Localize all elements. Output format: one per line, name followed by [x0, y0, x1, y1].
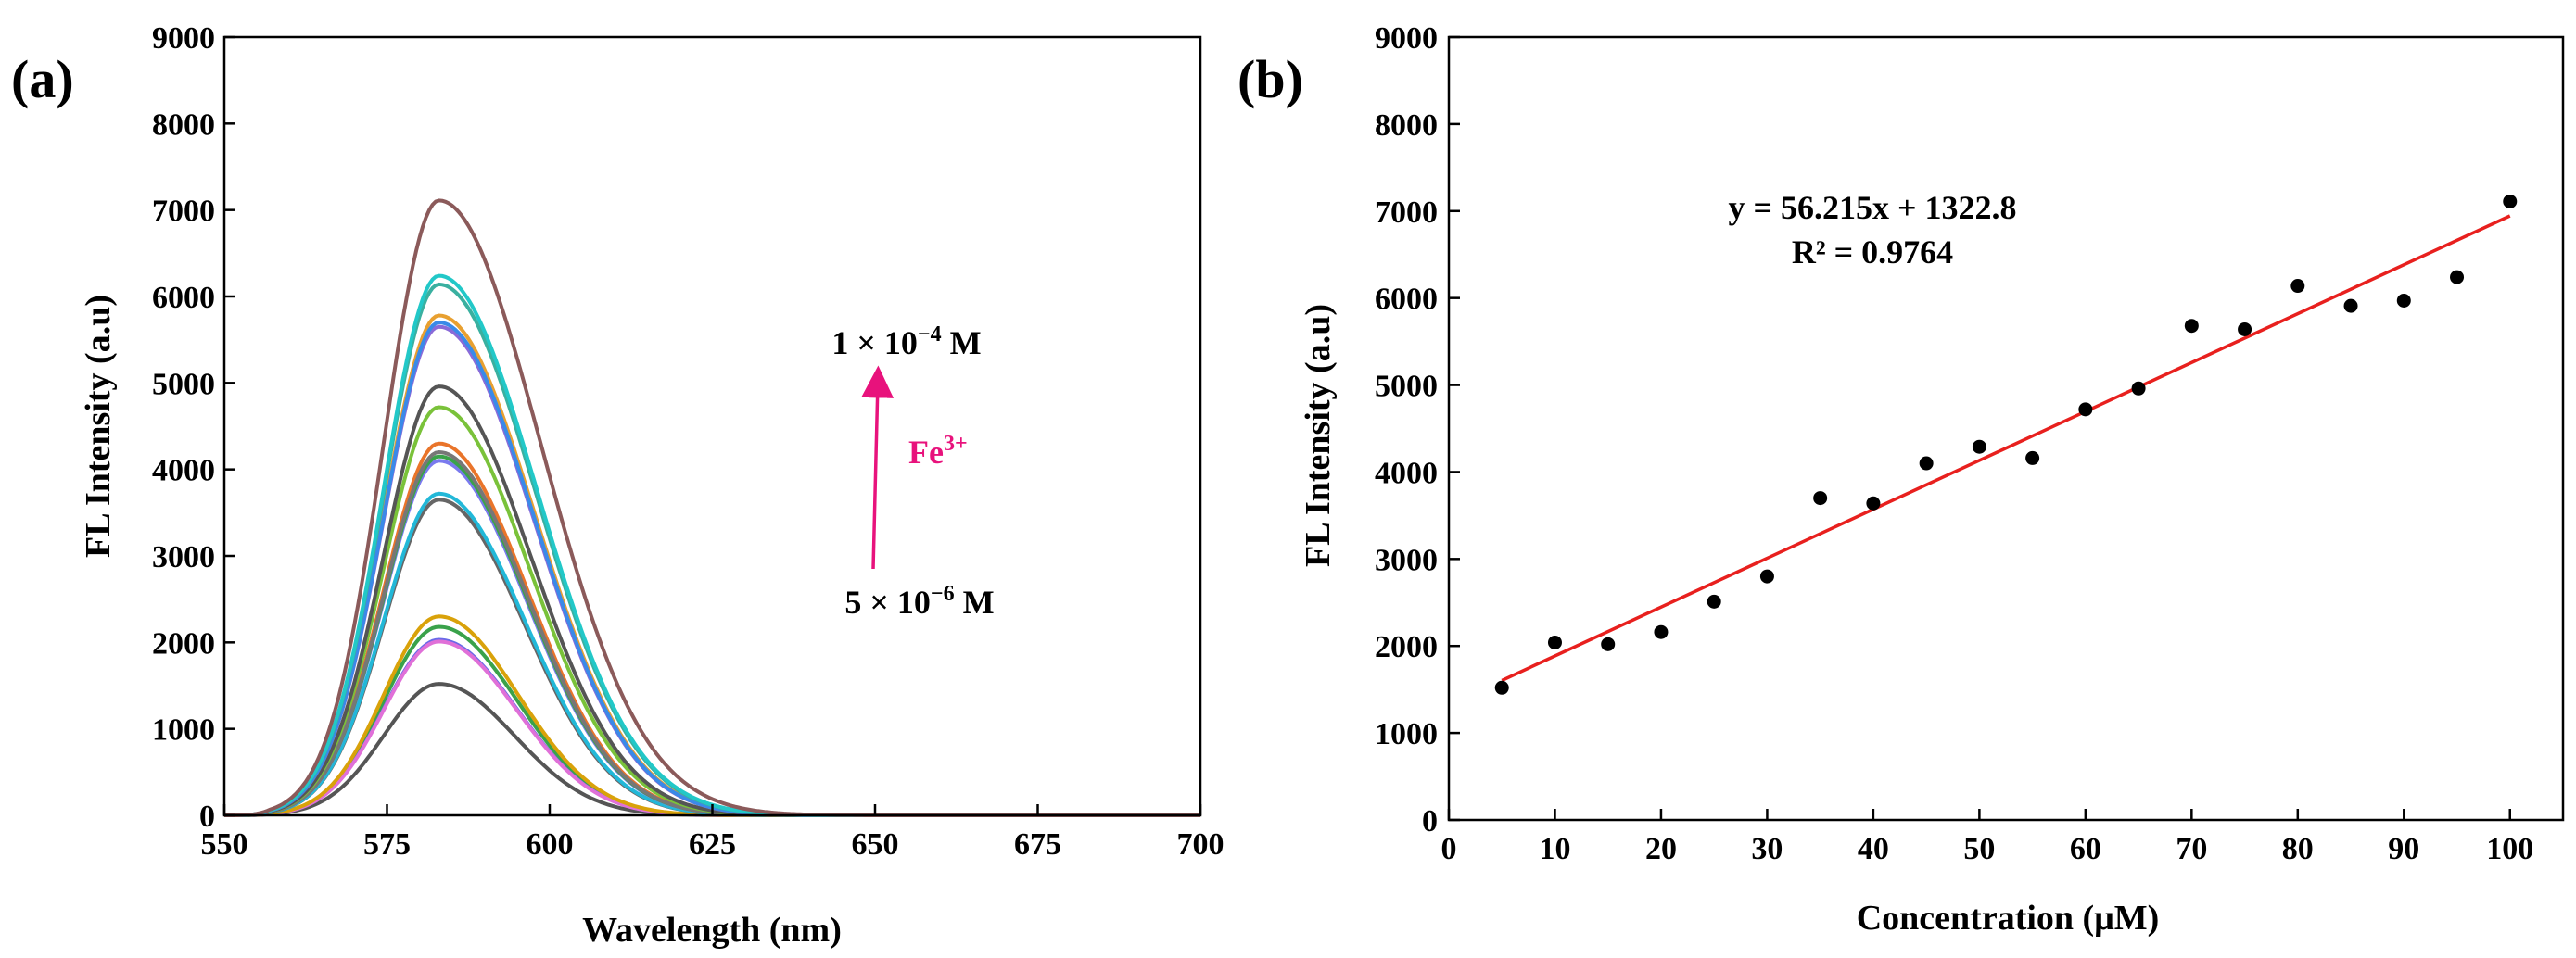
y-axis-label-b: FL Intensity (a.u) — [1299, 304, 1338, 567]
y-tick-label: 3000 — [152, 540, 215, 574]
scatter-points-group — [1494, 194, 2518, 695]
y-tick-label: 5000 — [152, 367, 215, 401]
y-tick-label: 7000 — [152, 195, 215, 229]
x-tick-label: 700 — [1177, 827, 1225, 862]
y-tick-label: 9000 — [1375, 21, 1438, 56]
x-tick-label: 575 — [363, 827, 411, 862]
plot-frame-a — [222, 35, 1202, 817]
panel-label-b: (b) — [1237, 49, 1303, 109]
y-tick-label: 1000 — [152, 713, 215, 748]
x-tick-label: 625 — [689, 827, 736, 862]
data-point — [2396, 293, 2411, 308]
spectra-series-group — [224, 198, 1200, 817]
x-tick-label: 0 — [1441, 832, 1457, 866]
spectrum-line — [224, 449, 1200, 817]
spectrum-line — [224, 682, 1200, 817]
y-tick-label: 8000 — [152, 107, 215, 142]
x-tick-label: 10 — [1539, 832, 1570, 866]
x-tick-label: 30 — [1751, 832, 1783, 866]
annotation-high-concentration: 1 × 10−4 M — [831, 322, 981, 361]
x-tick-label: 40 — [1858, 832, 1889, 866]
x-tick-label: 90 — [2388, 832, 2419, 866]
x-axis-ticks-a: 550 575 600 625 650 675 700 — [201, 804, 1225, 862]
y-tick-label: 2000 — [1375, 630, 1438, 664]
data-point — [2450, 270, 2465, 284]
y-tick-label: 4000 — [1375, 456, 1438, 490]
y-axis-ticks-a: 0 1000 2000 3000 4000 5000 6000 7000 8000 9000 — [152, 21, 235, 834]
data-point — [2290, 279, 2305, 294]
annotation-low-concentration: 5 × 10−6 M — [844, 582, 994, 621]
x-tick-label: 100 — [2486, 832, 2533, 866]
y-tick-label: 4000 — [152, 454, 215, 488]
x-axis-ticks-b: 0 10 20 30 40 50 60 70 80 90 100 — [1441, 809, 2533, 866]
calibration-chart-panel: (b) 010002000300040005000600070008000900… — [1237, 21, 2565, 938]
spectrum-line — [224, 498, 1200, 817]
x-tick-label: 50 — [1963, 832, 1995, 866]
data-point — [1919, 456, 1934, 471]
x-tick-label: 550 — [201, 827, 248, 862]
data-point — [2078, 402, 2093, 417]
data-point — [1972, 439, 1986, 454]
y-axis-ticks-b: 0 1000 2000 3000 4000 5000 6000 7000 8000 9000 — [1375, 21, 1460, 838]
x-tick-label: 70 — [2176, 832, 2207, 866]
fit-line-group — [1501, 214, 2511, 683]
data-point — [1547, 635, 1562, 649]
data-point — [1707, 594, 1721, 609]
data-point — [1654, 624, 1669, 639]
fit-equation: y = 56.215x + 1322.8 — [1728, 189, 2016, 226]
data-point — [2238, 321, 2252, 336]
y-axis-label-a: FL Intensity (a.u) — [79, 295, 118, 558]
data-point — [1759, 569, 1774, 584]
y-tick-label: 0 — [1422, 804, 1438, 838]
panel-label-a: (a) — [11, 49, 74, 109]
data-point — [2184, 319, 2199, 334]
x-axis-label-a: Wavelength (nm) — [582, 911, 842, 950]
fit-r-squared: R² = 0.9764 — [1792, 233, 1953, 271]
y-tick-label: 5000 — [1375, 370, 1438, 404]
data-point — [1494, 680, 1509, 695]
increase-arrow — [861, 365, 895, 570]
y-tick-label: 1000 — [1375, 717, 1438, 751]
x-tick-label: 675 — [1014, 827, 1061, 862]
data-point — [1813, 491, 1828, 506]
data-point — [1866, 496, 1881, 511]
data-point — [2343, 298, 2358, 313]
y-tick-label: 2000 — [152, 626, 215, 661]
data-point — [2131, 381, 2146, 396]
y-tick-label: 6000 — [1375, 283, 1438, 317]
y-tick-label: 0 — [199, 800, 215, 834]
fe-ion-label: Fe3+ — [908, 432, 968, 471]
y-tick-label: 7000 — [1375, 195, 1438, 230]
data-point — [2025, 450, 2040, 465]
data-point — [2503, 194, 2518, 208]
y-tick-label: 3000 — [1375, 543, 1438, 577]
y-tick-label: 9000 — [152, 21, 215, 56]
y-tick-label: 6000 — [152, 281, 215, 315]
data-point — [1601, 637, 1616, 651]
x-tick-label: 600 — [527, 827, 574, 862]
x-tick-label: 80 — [2282, 832, 2314, 866]
x-tick-label: 20 — [1645, 832, 1677, 866]
y-tick-label: 8000 — [1375, 108, 1438, 143]
x-tick-label: 60 — [2070, 832, 2101, 866]
spectra-chart-panel: (a) 0 1000 2000 3000 4000 5000 6000 7000 8000 900… — [11, 21, 1225, 950]
x-tick-label: 650 — [852, 827, 899, 862]
plot-frame-b — [1447, 35, 2565, 822]
x-axis-label-b: Concentration (μM) — [1857, 899, 2160, 938]
linear-fit-line — [1501, 214, 2511, 683]
